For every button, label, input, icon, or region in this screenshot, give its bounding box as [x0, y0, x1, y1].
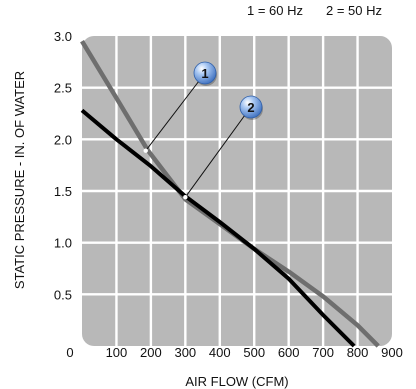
x-tick-label-700: 700: [312, 345, 334, 360]
y-tick-label-3: 3.0: [54, 29, 72, 44]
callout-leader-2: [184, 114, 246, 198]
callout-label-1: 1: [201, 66, 208, 81]
y-tick-label-0.5: 0.5: [54, 287, 72, 302]
y-tick-label-2.5: 2.5: [54, 81, 72, 96]
x-tick-label-900: 900: [381, 345, 403, 360]
callout-point-2: [183, 195, 188, 200]
legend-entry-1: 1 = 60 Hz: [247, 3, 303, 18]
callout-leader-1: [145, 80, 200, 152]
x-tick-label-600: 600: [278, 345, 300, 360]
grid-lines: [82, 36, 392, 346]
y-tick-label-1.5: 1.5: [54, 184, 72, 199]
series-line-2: [80, 108, 356, 348]
x-tick-label-500: 500: [243, 345, 265, 360]
x-tick-label-400: 400: [209, 345, 231, 360]
series-lines: [80, 40, 380, 348]
callout-marker-2: [239, 95, 263, 119]
y-tick-label-1: 1.0: [54, 236, 72, 251]
x-tick-label-200: 200: [140, 345, 162, 360]
x-tick-label-100: 100: [106, 345, 128, 360]
x-tick-label-800: 800: [347, 345, 369, 360]
y-tick-label-2: 2.0: [54, 132, 72, 147]
x-tick-labels: 0 100 200 300 400 500 600 700 800 900: [66, 345, 402, 360]
x-tick-label-0: 0: [66, 345, 73, 360]
callout-marker-1: [193, 61, 217, 85]
callouts: 12: [143, 61, 263, 200]
x-tick-label-300: 300: [174, 345, 196, 360]
x-axis-title: AIR FLOW (CFM): [185, 374, 288, 389]
y-tick-labels: 0.5 1.0 1.5 2.0 2.5 3.0: [54, 29, 72, 302]
y-axis-title: STATIC PRESSURE - IN. OF WATER: [12, 71, 27, 289]
legend-entry-2: 2 = 50 Hz: [326, 3, 382, 18]
callout-point-1: [143, 148, 148, 153]
callout-label-2: 2: [247, 100, 254, 115]
